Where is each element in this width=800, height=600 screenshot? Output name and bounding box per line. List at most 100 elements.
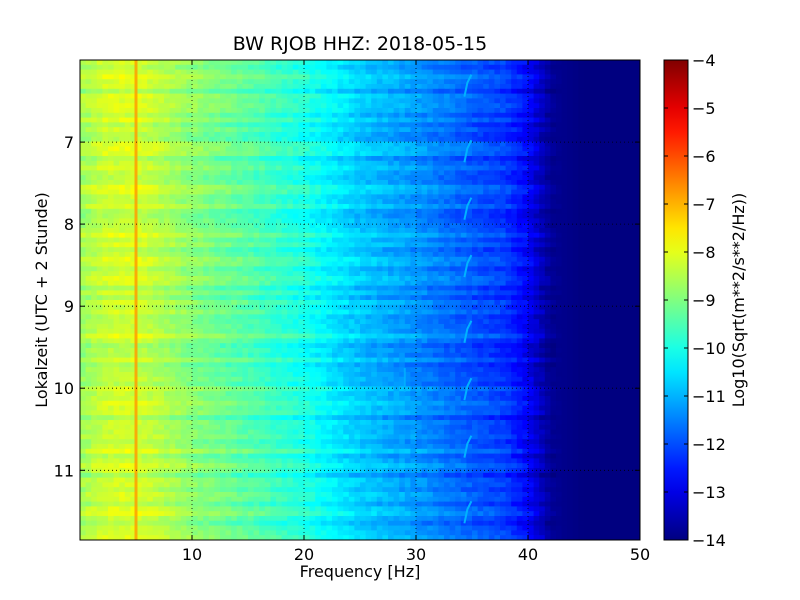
heatmap-cell bbox=[332, 242, 339, 248]
heatmap-cell bbox=[270, 228, 277, 234]
heatmap-cell bbox=[539, 285, 546, 291]
heatmap-cell bbox=[248, 218, 255, 224]
heatmap-cell bbox=[214, 103, 221, 109]
heatmap-cell bbox=[416, 156, 423, 162]
heatmap-cell bbox=[259, 117, 266, 123]
heatmap-cell bbox=[152, 223, 159, 229]
heatmap-cell bbox=[253, 290, 260, 296]
heatmap-cell bbox=[388, 108, 395, 114]
heatmap-cell bbox=[472, 79, 479, 85]
heatmap-cell bbox=[460, 194, 467, 200]
heatmap-cell bbox=[444, 93, 451, 99]
heatmap-cell bbox=[208, 64, 215, 71]
heatmap-cell bbox=[628, 132, 635, 138]
heatmap-cell bbox=[449, 64, 456, 71]
heatmap-cell bbox=[169, 256, 176, 263]
heatmap-cell bbox=[483, 208, 490, 215]
heatmap-cell bbox=[421, 266, 428, 272]
heatmap-cell bbox=[315, 84, 322, 90]
heatmap-cell bbox=[567, 122, 574, 128]
heatmap-cell bbox=[169, 237, 176, 243]
heatmap-cell bbox=[147, 266, 154, 272]
heatmap-cell bbox=[533, 208, 540, 215]
heatmap-cell bbox=[326, 213, 333, 219]
heatmap-cell bbox=[320, 79, 327, 85]
heatmap-cell bbox=[421, 189, 428, 195]
heatmap-cell bbox=[561, 156, 568, 162]
heatmap-cell bbox=[606, 223, 613, 229]
heatmap-cell bbox=[320, 285, 327, 291]
heatmap-cell bbox=[164, 290, 171, 296]
heatmap-cell bbox=[612, 122, 619, 128]
heatmap-cell bbox=[192, 74, 199, 80]
heatmap-cell bbox=[164, 175, 171, 181]
heatmap-cell bbox=[208, 223, 215, 229]
heatmap-cell bbox=[388, 276, 395, 282]
heatmap-cell bbox=[186, 103, 193, 109]
heatmap-cell bbox=[360, 194, 367, 200]
heatmap-cell bbox=[432, 180, 439, 186]
heatmap-cell bbox=[382, 160, 389, 167]
heatmap-cell bbox=[595, 184, 602, 191]
heatmap-cell bbox=[287, 261, 294, 267]
heatmap-cell bbox=[421, 74, 428, 80]
heatmap-cell bbox=[444, 276, 451, 282]
heatmap-cell bbox=[141, 237, 148, 243]
heatmap-cell bbox=[617, 127, 624, 133]
heatmap-cell bbox=[634, 242, 640, 248]
heatmap-cell bbox=[516, 276, 523, 282]
heatmap-cell bbox=[96, 122, 103, 128]
heatmap-cell bbox=[242, 74, 249, 80]
heatmap-cell bbox=[533, 252, 540, 258]
heatmap-cell bbox=[259, 69, 266, 75]
heatmap-cell bbox=[595, 237, 602, 243]
heatmap-cell bbox=[572, 170, 579, 176]
heatmap-cell bbox=[270, 276, 277, 282]
heatmap-cell bbox=[416, 84, 423, 90]
heatmap-cell bbox=[505, 271, 512, 277]
heatmap-cell bbox=[292, 165, 299, 171]
heatmap-cell bbox=[388, 122, 395, 128]
heatmap-cell bbox=[147, 228, 154, 234]
heatmap-cell bbox=[460, 160, 467, 167]
heatmap-cell bbox=[332, 199, 339, 205]
heatmap-cell bbox=[119, 218, 126, 224]
heatmap-cell bbox=[388, 189, 395, 195]
heatmap-cell bbox=[102, 189, 109, 195]
heatmap-cell bbox=[472, 60, 479, 66]
heatmap-cell bbox=[539, 156, 546, 162]
heatmap-cell bbox=[477, 84, 484, 90]
heatmap-cell bbox=[483, 84, 490, 90]
heatmap-cell bbox=[298, 60, 305, 66]
heatmap-cell bbox=[287, 199, 294, 205]
heatmap-cell bbox=[376, 290, 383, 296]
heatmap-cell bbox=[281, 112, 288, 119]
heatmap-cell bbox=[516, 213, 523, 219]
heatmap-cell bbox=[505, 247, 512, 253]
heatmap-cell bbox=[388, 285, 395, 291]
heatmap-cell bbox=[85, 194, 92, 200]
heatmap-cell bbox=[108, 93, 115, 99]
heatmap-cell bbox=[130, 60, 137, 66]
heatmap-cell bbox=[348, 175, 355, 181]
heatmap-cell bbox=[561, 276, 568, 282]
heatmap-cell bbox=[91, 290, 98, 296]
heatmap-cell bbox=[203, 84, 210, 90]
heatmap-cell bbox=[326, 175, 333, 181]
heatmap-cell bbox=[595, 93, 602, 99]
heatmap-cell bbox=[410, 252, 417, 258]
heatmap-cell bbox=[337, 151, 344, 157]
heatmap-cell bbox=[270, 208, 277, 215]
heatmap-cell bbox=[175, 237, 182, 243]
heatmap-cell bbox=[180, 228, 187, 234]
heatmap-cell bbox=[561, 170, 568, 176]
heatmap-cell bbox=[354, 242, 361, 248]
heatmap-cell bbox=[544, 242, 551, 248]
heatmap-cell bbox=[427, 256, 434, 263]
heatmap-cell bbox=[528, 112, 535, 119]
heatmap-cell bbox=[203, 112, 210, 119]
heatmap-cell bbox=[488, 165, 495, 171]
heatmap-cell bbox=[309, 160, 316, 167]
heatmap-cell bbox=[561, 132, 568, 138]
heatmap-cell bbox=[231, 151, 238, 157]
